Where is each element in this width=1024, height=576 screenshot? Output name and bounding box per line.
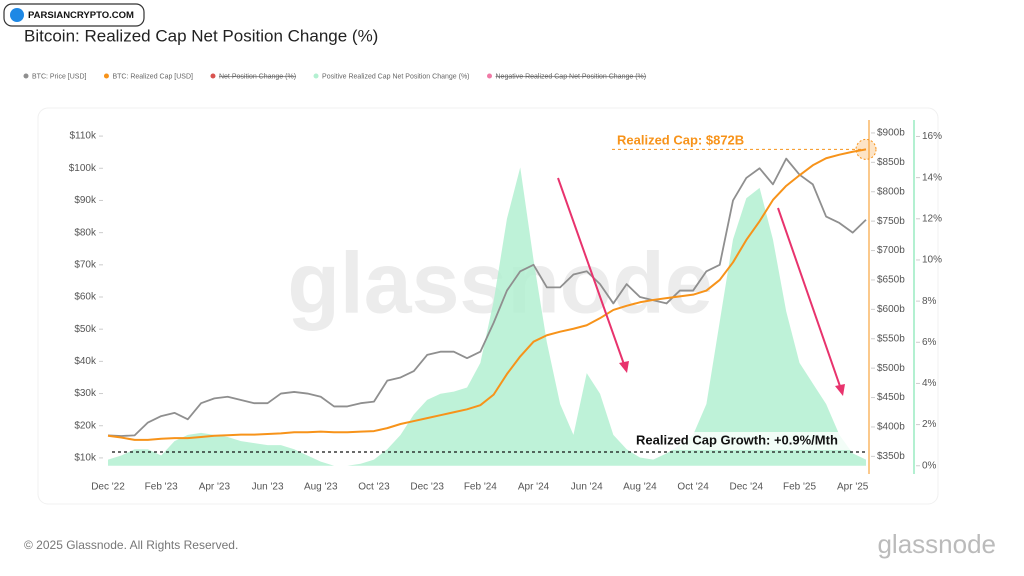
plot-frame [37,107,939,505]
arrow-head [835,384,845,396]
arrow-head [619,361,629,373]
x-tick-label: Aug '24 [623,482,657,493]
tick-label: $900b [877,128,905,139]
tick-label: 0% [922,460,937,471]
x-tick-label: Dec '22 [91,482,125,493]
x-tick-label: Dec '24 [730,482,764,493]
legend-swatch [487,73,492,79]
tick-label: $450b [877,392,905,403]
legend-label: BTC: Price [USD] [32,73,87,80]
x-tick-label: Apr '23 [199,482,231,493]
tick-label: $850b [877,157,905,168]
logo-icon [10,8,24,22]
tick-label: $100k [69,163,97,174]
x-tick-label: Apr '24 [518,482,550,493]
legend-label: BTC: Realized Cap [USD] [112,73,193,80]
tick-label: 8% [922,296,937,307]
line [107,157,867,437]
tick-label: $70k [74,259,97,270]
logo-box [3,3,145,27]
legend-swatch [23,73,29,79]
tick-label: $500b [877,363,905,374]
tick-label: 16% [922,131,942,142]
arrow [777,207,843,393]
end-marker [855,138,877,160]
arrow [557,177,627,371]
tick-label: $10k [74,453,97,464]
legend-label: Positive Realized Cap Net Position Chang… [322,73,469,80]
line [107,148,867,441]
annotation-bg [632,432,864,450]
tick-label: $40k [74,356,97,367]
tick-label: $30k [74,388,97,399]
legend-swatch [210,73,216,79]
tick-label: $90k [74,195,97,206]
tick-label: $60k [74,292,97,303]
legend-swatch [313,73,319,79]
tick-label: $110k [69,131,97,142]
tick-label: 12% [922,213,942,224]
x-tick-label: Feb '25 [783,482,816,493]
x-tick-label: Feb '24 [464,482,497,493]
tick-label: 14% [922,172,942,183]
x-tick-label: Jun '24 [571,482,603,493]
logo-text: PARSIANCRYPTO.COM [28,10,134,21]
legend-swatch [103,73,109,79]
x-tick-label: Jun '23 [252,482,284,493]
footer-logo: glassnode [877,529,996,559]
x-tick-label: Dec '23 [410,482,444,493]
tick-label: $50k [74,324,97,335]
tick-label: $550b [877,333,905,344]
tick-label: $20k [74,420,97,431]
tick-label: 10% [922,255,942,266]
copyright: © 2025 Glassnode. All Rights Reserved. [24,538,238,552]
tick-label: $600b [877,304,905,315]
tick-label: $400b [877,422,905,433]
logo: PARSIANCRYPTO.COM [3,3,145,27]
chart-title: Bitcoin: Realized Cap Net Position Chang… [24,26,378,45]
x-tick-label: Aug '23 [304,482,338,493]
legend-label: Negative Realized Cap Net Position Chang… [496,73,647,80]
tick-label: $650b [877,275,905,286]
x-tick-label: Feb '23 [145,482,178,493]
tick-label: $80k [74,227,97,238]
x-tick-label: Apr '25 [837,482,869,493]
tick-label: 4% [922,378,937,389]
annotation: Realized Cap: $872B [617,132,744,147]
x-tick-label: Oct '24 [677,482,709,493]
tick-label: $800b [877,186,905,197]
x-tick-label: Oct '23 [358,482,390,493]
tick-label: 6% [922,337,937,348]
legend-label: Net Position Change (%) [219,73,296,80]
tick-label: $700b [877,245,905,256]
annotation: Realized Cap Growth: +0.9%/Mth [636,432,838,447]
tick-label: 2% [922,419,937,430]
tick-label: $350b [877,451,905,462]
tick-label: $750b [877,216,905,227]
